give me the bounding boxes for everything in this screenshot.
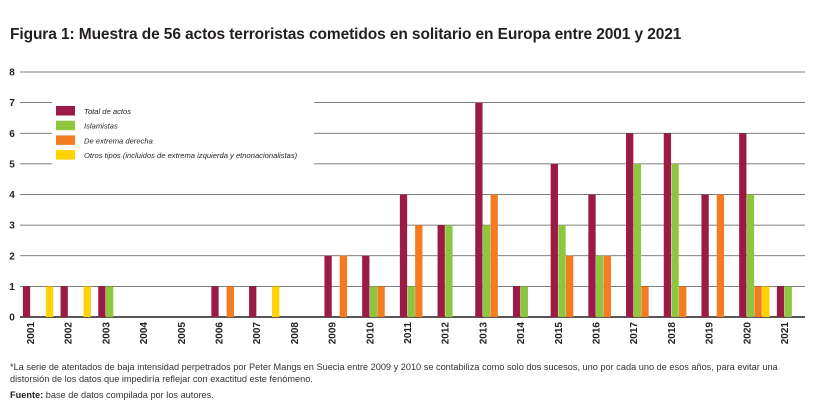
x-tick-label: 2003	[101, 322, 112, 345]
legend-label-3: Otros tipos (incluidos de extrema izquie…	[84, 151, 298, 160]
bar-2014-series-1	[520, 286, 528, 317]
y-tick-label: 1	[9, 282, 15, 293]
bar-2015-series-1	[558, 225, 566, 317]
bar-2018-series-2	[679, 286, 687, 317]
bar-2002-series-3	[83, 286, 91, 317]
bar-2016-series-0	[588, 194, 596, 317]
bar-2016-series-1	[596, 255, 604, 317]
bar-2007-series-0	[249, 286, 257, 317]
bar-2010-series-1	[369, 286, 378, 317]
bar-2006-series-0	[211, 286, 219, 317]
x-tick-label: 2008	[290, 322, 301, 345]
bar-2012-series-0	[437, 225, 445, 317]
bar-2017-series-2	[641, 286, 649, 317]
bar-2011-series-2	[415, 225, 423, 317]
y-tick-label: 4	[9, 190, 15, 201]
legend-label-0: Total de actos	[84, 107, 131, 116]
bar-2001-series-0	[22, 286, 31, 317]
bar-2020-series-0	[739, 133, 747, 317]
bar-2009-series-0	[324, 255, 332, 317]
bar-2006-series-2	[226, 286, 234, 317]
y-tick-label: 2	[9, 251, 15, 262]
x-tick-label: 2017	[629, 322, 640, 345]
bar-2013-series-2	[490, 194, 498, 317]
x-tick-label: 2018	[667, 322, 678, 345]
bar-2001-series-3	[45, 286, 54, 317]
y-tick-label: 8	[9, 68, 15, 79]
bar-2003-series-0	[98, 286, 106, 317]
bar-2010-series-0	[362, 255, 370, 317]
y-tick-label: 7	[9, 98, 15, 109]
bar-2020-series-1	[746, 194, 755, 317]
legend-swatch-3	[56, 150, 75, 160]
x-tick-label: 2011	[403, 322, 414, 344]
bar-2021-series-0	[776, 286, 785, 317]
x-tick-label: 2006	[215, 322, 226, 345]
legend-label-2: De extrema derecha	[84, 136, 153, 145]
bar-2011-series-0	[399, 194, 408, 317]
y-axis: 0 1 2 3 4 5 6 7 8	[9, 68, 15, 324]
bar-2013-series-1	[482, 225, 491, 317]
bar-2019-series-0	[701, 194, 709, 317]
x-tick-label: 2002	[64, 322, 75, 345]
x-tick-label: 2005	[177, 322, 188, 345]
x-tick-label: 2013	[478, 322, 489, 345]
x-tick-label: 2007	[252, 322, 263, 345]
bar-2011-series-1	[407, 286, 415, 317]
y-tick-label: 3	[9, 221, 15, 232]
bar-2020-series-2	[754, 286, 762, 317]
x-tick-label: 2015	[554, 322, 565, 345]
bar-2018-series-1	[671, 163, 679, 317]
y-tick-label: 6	[9, 129, 15, 140]
bar-2018-series-0	[663, 133, 672, 317]
bar-2003-series-1	[105, 286, 114, 317]
bar-2017-series-0	[626, 133, 634, 317]
y-tick-label: 0	[9, 313, 15, 324]
bar-2002-series-0	[60, 286, 68, 317]
footnote: *La serie de atentados de baja intensida…	[10, 362, 778, 384]
bar-2020-series-3	[762, 286, 770, 317]
chart-title: Figura 1: Muestra de 56 actos terrorista…	[10, 26, 682, 43]
bar-2021-series-1	[784, 286, 792, 317]
legend-swatch-0	[56, 106, 75, 116]
x-axis: 2001 2002 2003 2004 2005 2006 2007 2008 2009 2010…	[26, 322, 791, 345]
x-tick-label: 2016	[592, 322, 603, 345]
x-tick-label: 2004	[139, 322, 150, 345]
source-text: base de datos compilada por los autores.	[43, 390, 214, 400]
legend-label-1: Islamistas	[84, 122, 118, 131]
chart-bars	[22, 102, 792, 317]
x-tick-label: 2012	[441, 322, 452, 345]
legend-swatch-2	[56, 135, 75, 145]
bar-2019-series-2	[716, 194, 725, 317]
bar-2010-series-2	[377, 286, 385, 317]
x-tick-label: 2014	[516, 322, 527, 345]
bar-2009-series-2	[339, 255, 348, 317]
source-label: Fuente:	[10, 390, 44, 400]
bar-2013-series-0	[475, 102, 483, 317]
x-tick-label: 2001	[26, 322, 37, 345]
y-tick-label: 5	[9, 159, 15, 170]
source-line: Fuente: base de datos compilada por los …	[10, 390, 214, 400]
bar-2014-series-0	[512, 286, 521, 317]
legend-swatch-1	[56, 120, 75, 131]
x-tick-label: 2009	[328, 322, 339, 345]
bar-2015-series-2	[565, 255, 574, 317]
bar-2015-series-0	[550, 163, 558, 317]
x-tick-label: 2020	[742, 322, 753, 345]
legend-background	[52, 102, 314, 165]
chart-legend: Total de actos Islamistas De extrema derec…	[52, 102, 314, 165]
bar-2017-series-1	[633, 163, 642, 317]
x-tick-label: 2021	[780, 322, 791, 345]
bar-2016-series-2	[603, 255, 611, 317]
x-tick-label: 2010	[365, 322, 376, 345]
x-tick-label: 2019	[705, 322, 716, 345]
bar-2012-series-1	[445, 225, 453, 317]
bar-2007-series-3	[272, 286, 280, 317]
